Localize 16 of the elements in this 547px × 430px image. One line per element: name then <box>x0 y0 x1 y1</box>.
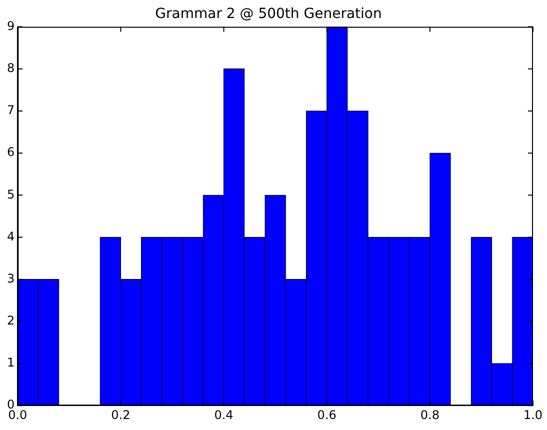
y-tick-label: 5 <box>6 187 15 202</box>
x-tick-label: 0.0 <box>8 408 28 422</box>
y-tick-label: 7 <box>6 103 15 118</box>
x-tick-label: 0.2 <box>111 408 130 422</box>
x-tick-label: 0.6 <box>317 408 336 422</box>
chart-title: Grammar 2 @ 500th Generation <box>155 6 382 22</box>
x-tick-label: 0.4 <box>214 408 234 422</box>
y-tick-label: 9 <box>6 18 15 33</box>
x-tick-label: 0.8 <box>420 408 440 422</box>
x-tick-label: 1.0 <box>523 408 543 422</box>
y-tick-label: 8 <box>6 61 15 76</box>
y-tick-label: 4 <box>6 229 15 244</box>
y-tick-label: 2 <box>6 314 15 328</box>
y-tick-label: 3 <box>6 271 15 286</box>
y-tick-label: 6 <box>6 145 15 160</box>
y-tick-label: 1 <box>6 356 15 370</box>
